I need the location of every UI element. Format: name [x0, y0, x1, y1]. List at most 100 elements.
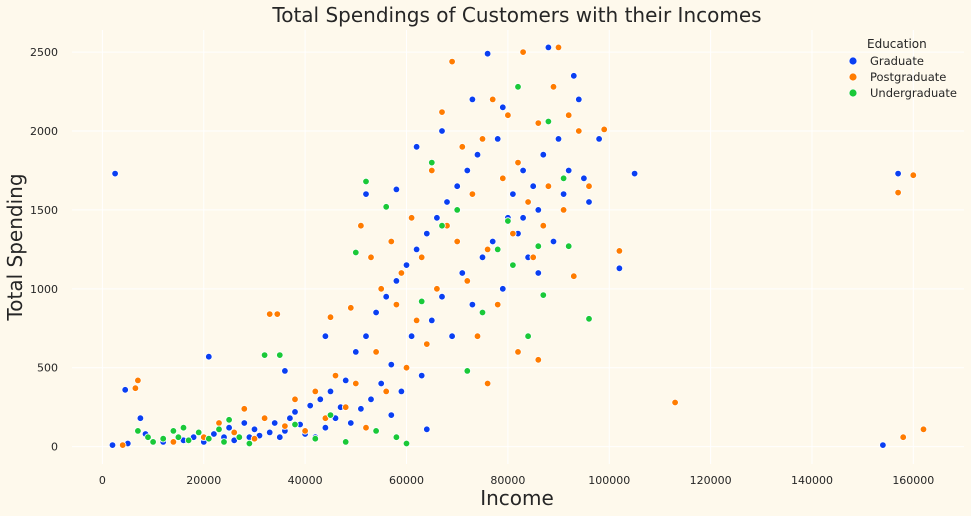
point-graduate: [539, 150, 547, 159]
point-undergraduate: [509, 261, 517, 269]
point-graduate: [879, 441, 887, 449]
y-tick-label: 1000: [30, 283, 58, 296]
point-undergraduate: [184, 436, 193, 444]
point-graduate: [423, 425, 431, 433]
point-graduate: [111, 169, 119, 178]
point-postgraduate: [448, 57, 456, 66]
point-graduate: [428, 316, 436, 325]
point-undergraduate: [352, 248, 360, 257]
point-graduate: [630, 169, 639, 178]
point-undergraduate: [205, 435, 213, 443]
point-undergraduate: [225, 416, 233, 424]
point-postgraduate: [230, 428, 238, 437]
point-postgraduate: [504, 111, 512, 119]
point-postgraduate: [397, 269, 406, 277]
point-undergraduate: [402, 439, 411, 448]
point-undergraduate: [534, 242, 542, 250]
point-graduate: [423, 229, 431, 238]
point-graduate: [418, 371, 426, 380]
point-undergraduate: [311, 435, 319, 443]
point-undergraduate: [463, 367, 471, 375]
point-postgraduate: [549, 83, 558, 91]
point-postgraduate: [215, 419, 223, 427]
x-tick-label: 0: [99, 474, 106, 487]
point-postgraduate: [301, 427, 309, 435]
point-graduate: [448, 332, 456, 340]
point-graduate: [559, 190, 568, 198]
point-undergraduate: [565, 242, 573, 250]
y-tick-label: 2500: [30, 46, 58, 59]
point-graduate: [407, 332, 416, 340]
point-graduate: [585, 198, 593, 206]
point-graduate: [362, 332, 370, 340]
point-graduate: [483, 50, 492, 58]
point-postgraduate: [509, 229, 517, 238]
point-graduate: [529, 182, 537, 190]
point-undergraduate: [453, 206, 461, 214]
point-graduate: [519, 214, 527, 222]
point-graduate: [121, 386, 129, 394]
point-undergraduate: [144, 433, 152, 441]
y-tick-label: 0: [51, 441, 58, 454]
point-undergraduate: [438, 221, 446, 230]
legend-marker-undergraduate: [848, 88, 858, 98]
point-undergraduate: [585, 315, 593, 323]
point-postgraduate: [559, 206, 568, 214]
point-undergraduate: [276, 351, 284, 359]
point-graduate: [240, 419, 248, 427]
point-undergraduate: [326, 411, 335, 419]
point-undergraduate: [392, 433, 401, 441]
point-graduate: [549, 237, 558, 246]
point-graduate: [443, 198, 451, 206]
point-postgraduate: [468, 190, 477, 198]
point-postgraduate: [423, 340, 431, 348]
point-graduate: [306, 401, 314, 410]
point-graduate: [397, 387, 406, 396]
y-tick-label: 2000: [30, 125, 58, 138]
legend-marker-graduate: [848, 56, 858, 66]
point-graduate: [534, 269, 542, 277]
y-axis-label: Total Spending: [3, 173, 27, 321]
x-tick-label: 160000: [892, 474, 934, 487]
point-postgraduate: [438, 108, 446, 116]
point-graduate: [382, 293, 390, 301]
point-graduate: [499, 103, 507, 111]
point-postgraduate: [134, 376, 142, 385]
point-undergraduate: [494, 245, 502, 254]
chart-title: Total Spendings of Customers with their …: [271, 3, 761, 27]
point-postgraduate: [418, 253, 426, 261]
point-graduate: [458, 269, 466, 277]
point-postgraduate: [529, 253, 537, 261]
point-graduate: [615, 264, 624, 272]
point-graduate: [387, 411, 395, 419]
point-graduate: [271, 419, 279, 427]
point-graduate: [205, 353, 213, 361]
point-postgraduate: [458, 143, 466, 151]
x-tick-label: 100000: [588, 474, 630, 487]
point-postgraduate: [372, 348, 380, 356]
point-undergraduate: [174, 433, 183, 441]
data-points: [108, 43, 928, 449]
point-graduate: [326, 387, 335, 396]
grid: [72, 30, 964, 464]
point-undergraduate: [544, 117, 553, 126]
point-postgraduate: [342, 403, 350, 411]
point-postgraduate: [382, 387, 390, 396]
point-graduate: [281, 367, 289, 375]
point-graduate: [494, 135, 502, 143]
point-graduate: [377, 379, 385, 388]
point-graduate: [108, 441, 117, 449]
point-undergraduate: [559, 174, 568, 182]
point-graduate: [412, 143, 421, 151]
point-undergraduate: [514, 83, 522, 91]
point-graduate: [286, 414, 294, 422]
point-graduate: [468, 300, 477, 309]
point-postgraduate: [377, 285, 385, 293]
point-undergraduate: [291, 420, 299, 429]
point-postgraduate: [250, 435, 259, 443]
point-graduate: [342, 376, 350, 385]
point-postgraduate: [362, 424, 370, 432]
point-undergraduate: [428, 158, 436, 167]
point-graduate: [519, 166, 527, 175]
point-graduate: [412, 245, 421, 254]
